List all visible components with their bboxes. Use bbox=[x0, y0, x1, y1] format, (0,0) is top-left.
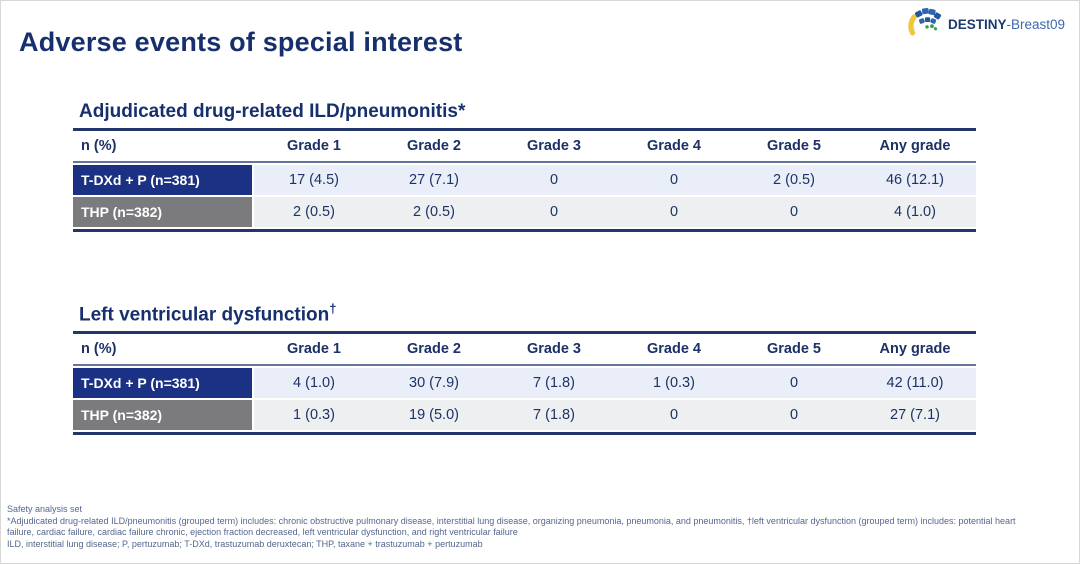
cell-value: 0 bbox=[734, 197, 854, 227]
table-bottom-rule bbox=[73, 229, 976, 232]
cell-value: 0 bbox=[494, 197, 614, 227]
logo-breast09-label: -Breast09 bbox=[1006, 16, 1065, 32]
cell-value: 30 (7.9) bbox=[374, 368, 494, 399]
cell-value: 2 (0.5) bbox=[374, 197, 494, 227]
study-logo: DESTINY-Breast09 bbox=[905, 7, 1065, 41]
cell-value: 0 bbox=[734, 400, 854, 431]
table-row-tdxd: T-DXd + P (n=381) 4 (1.0) 30 (7.9) 7 (1.… bbox=[73, 368, 976, 399]
column-header-grade5: Grade 5 bbox=[767, 138, 821, 154]
column-header-grade3: Grade 3 bbox=[527, 138, 581, 154]
page-title: Adverse events of special interest bbox=[19, 27, 463, 57]
column-header-grade5: Grade 5 bbox=[767, 341, 821, 358]
row-label-thp: THP (n=382) bbox=[73, 400, 252, 431]
column-header-grade1: Grade 1 bbox=[287, 341, 341, 358]
cell-value: 0 bbox=[734, 368, 854, 399]
cell-value: 7 (1.8) bbox=[494, 368, 614, 399]
column-header-grade2: Grade 2 bbox=[407, 138, 461, 154]
cell-value: 4 (1.0) bbox=[854, 197, 976, 227]
column-header-grade2: Grade 2 bbox=[407, 341, 461, 358]
footnotes: Safety analysis set *Adjudicated drug-re… bbox=[7, 504, 1075, 550]
cell-value: 0 bbox=[614, 197, 734, 227]
table-title-ild: Adjudicated drug-related ILD/pneumonitis… bbox=[79, 101, 466, 122]
table-row-tdxd: T-DXd + P (n=381) 17 (4.5) 27 (7.1) 0 0 … bbox=[73, 165, 976, 195]
table-ild: n (%) Grade 1 Grade 2 Grade 3 Grade 4 Gr… bbox=[73, 128, 976, 232]
row-label-thp: THP (n=382) bbox=[73, 197, 252, 227]
row-label-tdxd: T-DXd + P (n=381) bbox=[73, 368, 252, 399]
column-header-n-pct: n (%) bbox=[81, 138, 117, 154]
cell-value: 1 (0.3) bbox=[614, 368, 734, 399]
footnote-definitions-1: *Adjudicated drug-related ILD/pneumoniti… bbox=[7, 515, 1016, 526]
cell-value: 46 (12.1) bbox=[854, 165, 976, 195]
cell-value: 27 (7.1) bbox=[854, 400, 976, 431]
footnote-marker-asterisk: * bbox=[457, 101, 466, 122]
cell-value: 0 bbox=[614, 400, 734, 431]
column-header-any-grade: Any grade bbox=[879, 341, 951, 358]
column-header-grade3: Grade 3 bbox=[527, 341, 581, 358]
cell-value: 42 (11.0) bbox=[854, 368, 976, 399]
footnote-definitions-2: failure, cardiac failure, cardiac failur… bbox=[7, 527, 518, 537]
column-header-n-pct: n (%) bbox=[81, 341, 117, 358]
table-row-thp: THP (n=382) 2 (0.5) 2 (0.5) 0 0 0 4 (1.0… bbox=[73, 197, 976, 227]
logo-destiny-label: DESTINY bbox=[947, 16, 1007, 32]
table-lvd: n (%) Grade 1 Grade 2 Grade 3 Grade 4 Gr… bbox=[73, 331, 976, 436]
study-logo-text: DESTINY-Breast09 bbox=[948, 17, 1065, 32]
table-lvd-header-row: n (%) Grade 1 Grade 2 Grade 3 Grade 4 Gr… bbox=[73, 331, 976, 367]
column-header-grade1: Grade 1 bbox=[287, 138, 341, 154]
section-ild-pneumonitis: Adjudicated drug-related ILD/pneumonitis… bbox=[73, 101, 976, 232]
cell-value: 7 (1.8) bbox=[494, 400, 614, 431]
cell-value: 0 bbox=[494, 165, 614, 195]
footnote-safety-set: Safety analysis set bbox=[7, 504, 83, 514]
cell-value: 1 (0.3) bbox=[254, 400, 374, 431]
footnote-abbreviations: ILD, interstitial lung disease; P, pertu… bbox=[7, 538, 483, 549]
table-bottom-rule bbox=[73, 432, 976, 436]
column-header-grade4: Grade 4 bbox=[647, 341, 701, 358]
column-header-grade4: Grade 4 bbox=[647, 138, 701, 154]
column-header-any-grade: Any grade bbox=[879, 138, 951, 154]
cell-value: 27 (7.1) bbox=[374, 165, 494, 195]
cell-value: 2 (0.5) bbox=[254, 197, 374, 227]
cell-value: 0 bbox=[614, 165, 734, 195]
table-row-thp: THP (n=382) 1 (0.3) 19 (5.0) 7 (1.8) 0 0… bbox=[73, 400, 976, 431]
cell-value: 19 (5.0) bbox=[374, 400, 494, 431]
table-title-lvd: Left ventricular dysfunction† bbox=[79, 301, 337, 326]
cell-value: 17 (4.5) bbox=[254, 165, 374, 195]
cell-value: 4 (1.0) bbox=[254, 368, 374, 399]
destiny-fan-logo-icon bbox=[905, 7, 943, 41]
section-lv-dysfunction: Left ventricular dysfunction† n (%) Grad… bbox=[73, 301, 976, 436]
footnote-marker-dagger: † bbox=[329, 301, 337, 316]
row-label-tdxd: T-DXd + P (n=381) bbox=[73, 165, 252, 195]
cell-value: 2 (0.5) bbox=[734, 165, 854, 195]
table-ild-header-row: n (%) Grade 1 Grade 2 Grade 3 Grade 4 Gr… bbox=[73, 128, 976, 163]
